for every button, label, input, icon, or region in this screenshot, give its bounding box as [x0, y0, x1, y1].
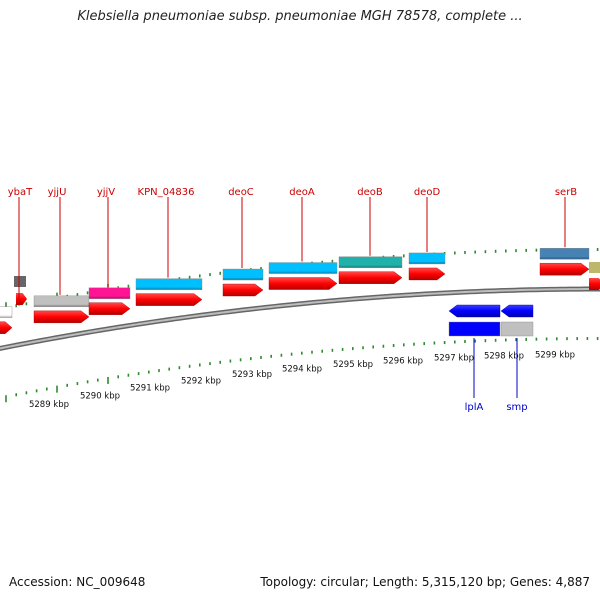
forward-gene-label: ybaT	[8, 187, 33, 198]
scale-label: 5296 kbp	[383, 356, 423, 366]
forward-gene-label: deoC	[228, 187, 254, 198]
gene-block	[589, 262, 600, 273]
forward-cds-arrow	[135, 293, 203, 306]
forward-cds-arrow	[539, 263, 590, 276]
footer-info: Topology: circular; Length: 5,315,120 bp…	[260, 575, 590, 589]
forward-cds-arrow	[16, 293, 27, 305]
forward-gene-label: deoA	[289, 187, 315, 198]
gene-block	[500, 321, 534, 337]
gene-block	[222, 268, 264, 281]
gene-block-shadow	[136, 287, 202, 290]
scale-label: 5289 kbp	[29, 400, 69, 410]
scale-label: 5299 kbp	[535, 350, 575, 360]
feature-labels: 5289 kbp 5290 kbp 5291 kbp 5292 kbp 5293 kbp…	[8, 187, 578, 413]
scale-label: 5292 kbp	[181, 376, 221, 386]
scale-label: 5294 kbp	[282, 365, 322, 375]
scale-label: 5295 kbp	[333, 360, 373, 370]
gene-block	[268, 262, 338, 274]
gene-block	[338, 256, 403, 268]
gene-block-shadow	[34, 304, 89, 307]
reverse-cds-arrow	[448, 304, 501, 318]
forward-gene-label: yjjU	[48, 187, 67, 198]
gene-block	[539, 248, 590, 260]
backbone-highlight	[0, 288, 600, 350]
forward-gene-label: yjjV	[97, 187, 115, 198]
gene-block	[33, 295, 90, 308]
forward-cds-arrow	[268, 277, 338, 290]
backbone	[0, 286, 600, 351]
scale-label: 5298 kbp	[484, 352, 524, 362]
forward-cds-arrow	[0, 321, 13, 334]
gene-block-shadow	[269, 271, 337, 274]
footer-accession: Accession: NC_009648	[9, 575, 146, 589]
forward-cds-arrow	[222, 283, 264, 297]
scale-label: 5297 kbp	[434, 354, 474, 364]
gene-block	[14, 276, 26, 287]
gene-block-shadow	[0, 315, 12, 318]
forward-gene-label: KPN_04836	[138, 187, 195, 198]
forward-gene-label: deoD	[414, 187, 441, 198]
map-title: Klebsiella pneumoniae subsp. pneumoniae …	[77, 9, 523, 24]
gene-block-shadow	[339, 265, 402, 268]
gene-block-shadow	[223, 278, 263, 281]
gene-block	[135, 278, 203, 290]
reverse-cds-arrow	[500, 304, 534, 318]
forward-cds-arrow	[408, 267, 446, 281]
scale-label: 5291 kbp	[130, 383, 170, 393]
forward-cds-arrow	[589, 278, 600, 290]
gene-block-shadow	[409, 261, 445, 264]
gene-block	[408, 252, 446, 265]
gene-block	[0, 306, 13, 318]
gene-block	[88, 287, 131, 299]
gene-block-shadow	[89, 296, 130, 299]
forward-cds-arrow	[338, 271, 403, 284]
forward-gene-label: serB	[555, 187, 577, 198]
gene-block	[448, 321, 501, 337]
forward-cds-arrow	[33, 310, 90, 324]
reverse-gene-label: smp	[506, 402, 527, 413]
forward-cds-arrow	[88, 302, 131, 315]
features	[0, 248, 600, 337]
scale-label: 5293 kbp	[232, 370, 272, 380]
gene-block-shadow	[540, 257, 589, 260]
scale-label: 5290 kbp	[80, 391, 120, 401]
forward-gene-label: deoB	[357, 187, 383, 198]
reverse-gene-label: lplA	[465, 402, 484, 413]
